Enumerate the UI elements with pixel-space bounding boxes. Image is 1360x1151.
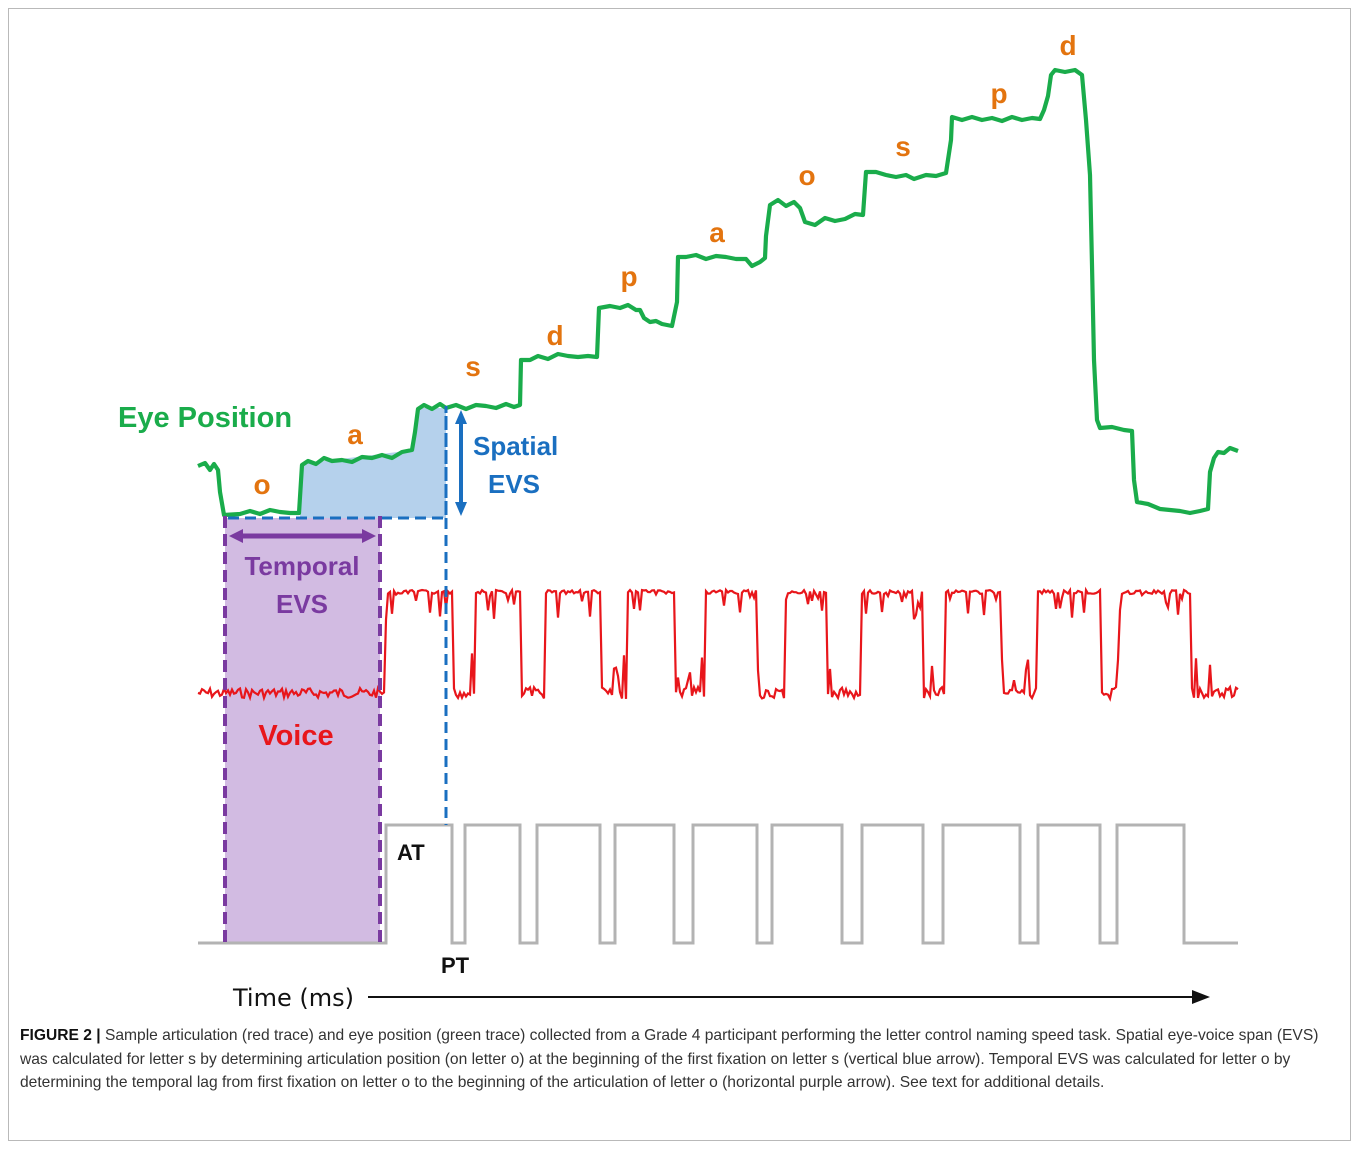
temporal-evs-label-line2: EVS bbox=[276, 589, 328, 619]
spatial-evs-area bbox=[300, 408, 446, 518]
temporal-evs-label-line1: Temporal bbox=[244, 551, 359, 581]
spatial-evs-arrow bbox=[455, 410, 467, 516]
articulation-pulse-trace bbox=[198, 823, 1238, 945]
eye-position-label: Eye Position bbox=[118, 402, 292, 434]
figure-number: FIGURE 2 | bbox=[20, 1027, 101, 1044]
time-axis-label: Time (ms) bbox=[232, 984, 354, 1012]
letter-label: p bbox=[620, 261, 637, 292]
letter-label: p bbox=[990, 78, 1007, 109]
letter-label: s bbox=[895, 131, 911, 162]
pt-label: PT bbox=[441, 953, 470, 978]
time-axis-arrow bbox=[368, 990, 1210, 1004]
voice-label: Voice bbox=[258, 720, 333, 752]
letter-label: o bbox=[253, 469, 270, 500]
temporal-evs-area bbox=[225, 518, 380, 943]
voice-trace bbox=[197, 586, 1239, 702]
letter-label: d bbox=[546, 320, 563, 351]
evs-figure: o a s d p a o s p d Eye Position Spatial… bbox=[118, 30, 1239, 1012]
figure-caption: FIGURE 2 | Sample articulation (red trac… bbox=[20, 1024, 1340, 1095]
letter-label: o bbox=[798, 160, 815, 191]
spatial-evs-label-line2: EVS bbox=[488, 469, 540, 499]
letter-label: s bbox=[465, 351, 481, 382]
figure-frame bbox=[8, 8, 1351, 1141]
letter-labels: o a s d p a o s p d bbox=[253, 30, 1076, 500]
at-label: AT bbox=[397, 840, 425, 865]
caption-text: Sample articulation (red trace) and eye … bbox=[20, 1027, 1319, 1091]
spatial-evs-label-line1: Spatial bbox=[473, 431, 558, 461]
temporal-evs-arrow bbox=[229, 529, 376, 543]
letter-label: a bbox=[347, 419, 363, 450]
eye-position-trace bbox=[197, 67, 1239, 518]
letter-label: d bbox=[1059, 30, 1076, 61]
spatial-evs-dashed-guide bbox=[228, 406, 448, 825]
letter-label: a bbox=[709, 217, 725, 248]
